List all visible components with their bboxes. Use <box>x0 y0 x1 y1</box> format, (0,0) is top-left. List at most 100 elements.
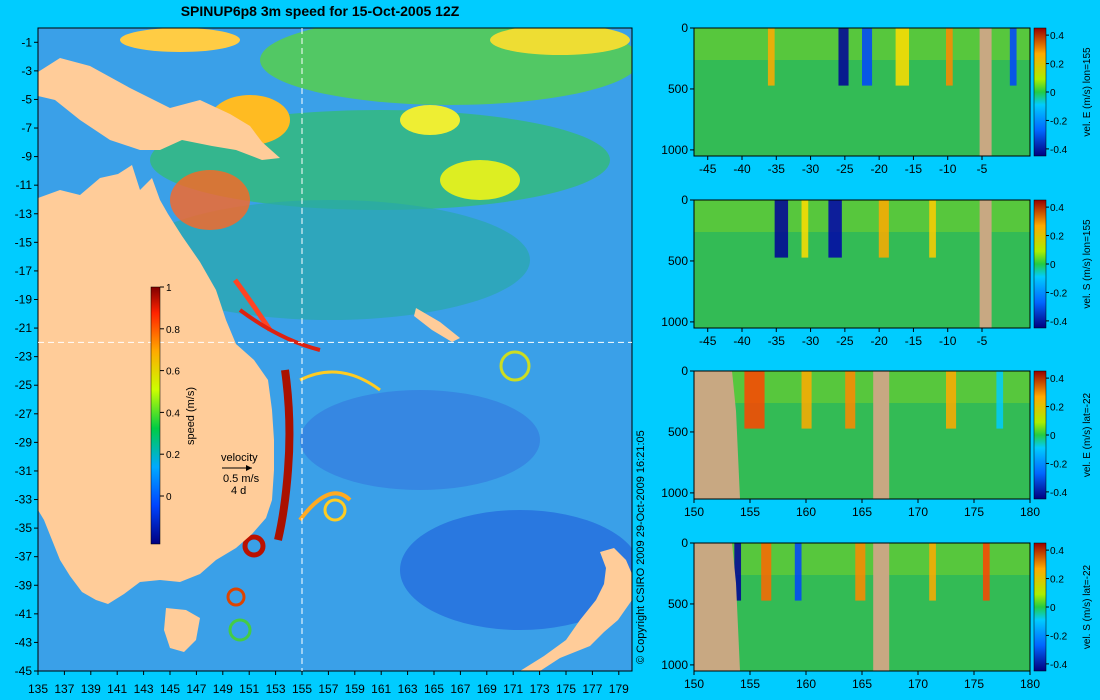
section-panel-frame <box>693 27 1031 157</box>
section-panel-jet <box>862 28 873 86</box>
map-lon-tick-label: 161 <box>371 682 391 696</box>
section-panel-seabed <box>873 371 890 499</box>
speed-colorbar-ticks: 1 0.8 0.6 0.4 0.2 0 <box>160 283 180 503</box>
section-panel-x-tick-label: 170 <box>908 505 928 519</box>
velocity-key-speed: 0.5 m/s <box>223 473 260 485</box>
section-panel-jet <box>1009 28 1017 86</box>
section-panel-y-tick-label: 500 <box>668 425 688 439</box>
map-lat-tick-label: -23 <box>15 350 33 364</box>
section-panel-x-tick-label: -25 <box>836 162 854 176</box>
section-panel-p1: -45 -40 -35 -30 -25 -20 -15 -10 -5 0 500 1000 0.4 0.2… <box>661 21 1093 176</box>
velocity-key-label: velocity <box>221 452 258 464</box>
map-lon-tick-label: 141 <box>107 682 127 696</box>
section-panel-x-tick-label: 180 <box>1020 677 1040 691</box>
section-panel-colorbar-label: vel. E (m/s) lon=155 <box>1082 47 1093 137</box>
speed-colorbar-tick-label: 1 <box>166 283 172 294</box>
section-panel-p3: 150 155 160 165 170 175 180 0 500 1000 0.4 0.2 0 -0.2… <box>661 364 1093 519</box>
section-panel-y-tick-label: 500 <box>668 82 688 96</box>
section-panel-jet <box>761 543 772 601</box>
section-panel-x-tick-label: 165 <box>852 677 872 691</box>
map-lat-tick-label: -7 <box>21 121 32 135</box>
section-panel-x-tick-label: -45 <box>699 334 717 348</box>
map-lat-tick-label: -35 <box>15 521 33 535</box>
speed-colorbar-tick-label: 0.6 <box>166 367 180 378</box>
section-panel-colorbar <box>1033 542 1047 672</box>
section-panel-colorbar-tick-label: -0.2 <box>1050 288 1068 299</box>
section-panel-jet <box>929 543 936 601</box>
section-panel-x-tick-label: -10 <box>939 334 957 348</box>
section-panel-surface-layer <box>694 200 1030 232</box>
section-panel-colorbar-label: vel. S (m/s) lon=155 <box>1082 219 1093 309</box>
section-panel-x-tick-label: 180 <box>1020 505 1040 519</box>
section-panel-x-tick-label: -5 <box>977 162 988 176</box>
map-lat-ticks: -1 -3 -5 -7 -9 -11 -13 -15 -17 -19 -21 -23 -25 -27 -29… <box>15 35 38 678</box>
map-lat-tick-label: -15 <box>15 235 33 249</box>
map-lon-tick-label: 171 <box>503 682 523 696</box>
section-panel-y-tick-label: 1000 <box>661 315 688 329</box>
section-panel-jet <box>838 28 849 86</box>
section-panel-x-tick-label: -35 <box>768 334 786 348</box>
section-panel-x-tick-label: -45 <box>699 162 717 176</box>
section-panel-x-tick-label: -30 <box>802 162 820 176</box>
map-lon-tick-label: 163 <box>398 682 418 696</box>
map-lon-ticks: 135 137 139 141 143 145 147 149 151 153 155 157 159 1… <box>28 671 629 696</box>
section-panel-x-tick-label: 160 <box>796 677 816 691</box>
map-lon-tick-label: 175 <box>556 682 576 696</box>
section-panel-colorbar-tick-label: -0.2 <box>1050 116 1068 127</box>
speed-colorbar-tick-label: 0.2 <box>166 450 180 461</box>
land-new-caledonia <box>414 308 460 342</box>
map-lat-tick-label: -5 <box>21 92 32 106</box>
map-lat-tick-label: -1 <box>21 35 32 49</box>
section-panel-colorbar <box>1033 199 1047 329</box>
speed-colorbar-ramp <box>150 286 161 545</box>
section-panel-colorbar-tick-label: -0.4 <box>1050 145 1068 156</box>
map-lon-tick-label: 139 <box>81 682 101 696</box>
map-lon-tick-label: 145 <box>160 682 180 696</box>
section-panel-seabed <box>873 543 890 671</box>
section-panel-colorbar-tick-label: 0.4 <box>1050 31 1064 42</box>
section-panel-x-tick-label: 155 <box>740 677 760 691</box>
section-panel-colorbar-tick-label: 0 <box>1050 603 1056 614</box>
section-panel-x-tick-label: -30 <box>802 334 820 348</box>
section-panel-x-tick-label: -15 <box>905 334 923 348</box>
map-lon-tick-label: 155 <box>292 682 312 696</box>
section-panel-y-tick-label: 0 <box>681 364 688 378</box>
map-lat-tick-label: -17 <box>15 264 33 278</box>
section-panel-colorbar-tick-label: -0.4 <box>1050 660 1068 671</box>
land-new-guinea <box>38 58 280 160</box>
map-lat-tick-label: -9 <box>21 150 32 164</box>
map-lat-tick-label: -3 <box>21 64 32 78</box>
section-panel-x-tick-label: -20 <box>870 162 888 176</box>
section-panel-y-tick-label: 0 <box>681 536 688 550</box>
section-panel-x-tick-label: -40 <box>733 334 751 348</box>
section-panel-jet <box>895 28 910 86</box>
section-panel-x-tick-label: 165 <box>852 505 872 519</box>
map-lon-tick-label: 177 <box>582 682 602 696</box>
section-panel-colorbar-tick-label: 0.4 <box>1050 203 1064 214</box>
copyright-text: © Copyright CSIRO 2009 29-Oct-2009 16:21… <box>635 430 647 664</box>
section-panel-colorbar-label: vel. E (m/s) lat=-22 <box>1082 392 1093 477</box>
section-panel-jet <box>878 200 889 258</box>
section-panel-x-tick-label: -10 <box>939 162 957 176</box>
section-panel-x-tick-label: 155 <box>740 505 760 519</box>
map-lon-tick-label: 149 <box>213 682 233 696</box>
map-lon-tick-label: 173 <box>530 682 550 696</box>
speed-colorbar-tick-label: 0 <box>166 492 172 503</box>
map-lon-tick-label: 151 <box>239 682 259 696</box>
section-panel-colorbar-tick-label: -0.2 <box>1050 631 1068 642</box>
section-panel-colorbar-tick-label: 0.4 <box>1050 374 1064 385</box>
section-panel-colorbar-tick-label: 0.4 <box>1050 546 1064 557</box>
map-lat-tick-label: -25 <box>15 378 33 392</box>
section-panel-x-tick-label: -25 <box>836 334 854 348</box>
map-lat-tick-label: -21 <box>15 321 33 335</box>
section-panel-colorbar <box>1033 370 1047 500</box>
map-lat-tick-label: -37 <box>15 550 33 564</box>
section-panel-x-tick-label: -40 <box>733 162 751 176</box>
map-lon-tick-label: 159 <box>345 682 365 696</box>
section-panel-x-tick-label: 150 <box>684 677 704 691</box>
section-panel-colorbar-tick-label: 0 <box>1050 88 1056 99</box>
section-panel-x-tick-label: -20 <box>870 334 888 348</box>
map-lat-tick-label: -43 <box>15 635 33 649</box>
section-panel-seabed <box>694 543 740 671</box>
